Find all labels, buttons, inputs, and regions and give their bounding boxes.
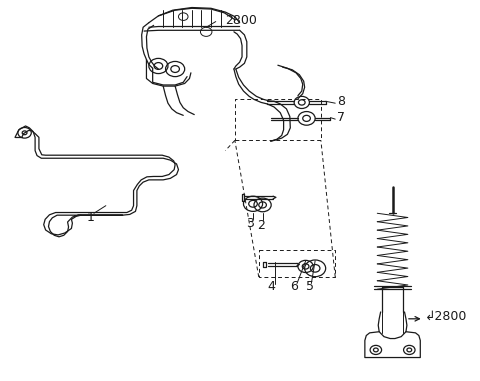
Circle shape — [404, 346, 415, 354]
Text: 8: 8 — [337, 95, 345, 108]
Text: 5: 5 — [306, 280, 314, 293]
Text: 1: 1 — [86, 211, 95, 224]
Text: 7: 7 — [337, 111, 345, 124]
Text: 2: 2 — [257, 219, 265, 232]
Circle shape — [370, 346, 382, 354]
Text: 3: 3 — [246, 218, 254, 231]
Text: 6: 6 — [290, 280, 298, 293]
Text: 2800: 2800 — [225, 14, 257, 27]
Text: 4: 4 — [268, 280, 276, 293]
Text: ↲2800: ↲2800 — [425, 310, 468, 323]
